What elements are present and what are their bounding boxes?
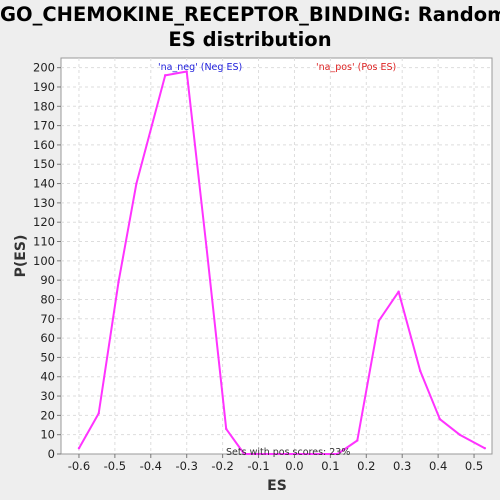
y-tick-label: 30 bbox=[40, 389, 55, 403]
data-point bbox=[242, 452, 246, 456]
data-point bbox=[377, 319, 381, 322]
data-point bbox=[97, 412, 100, 415]
data-point bbox=[205, 246, 208, 249]
chart-title: GO_CHEMOKINE_RECEPTOR_BINDING: Random ES… bbox=[0, 2, 500, 52]
x-tick-label: -0.4 bbox=[140, 459, 162, 473]
x-tick-label: -0.1 bbox=[247, 459, 269, 473]
data-point bbox=[356, 439, 359, 442]
annotation: Sets with pos scores: 23% bbox=[226, 447, 350, 458]
x-tick-label: -0.6 bbox=[68, 459, 90, 473]
data-point bbox=[225, 427, 228, 431]
x-tick-label: -0.5 bbox=[104, 459, 126, 473]
y-tick-label: 60 bbox=[40, 331, 55, 345]
series-line bbox=[78, 70, 486, 455]
y-tick-label: 160 bbox=[33, 138, 55, 152]
data-point bbox=[185, 70, 188, 73]
y-tick-label: 10 bbox=[40, 428, 55, 442]
data-point bbox=[257, 452, 260, 456]
data-point bbox=[397, 290, 400, 293]
y-tick-label: 200 bbox=[33, 61, 55, 75]
y-tick-label: 100 bbox=[33, 254, 55, 268]
x-ticks: -0.6 -0.5 -0.4 -0.3 -0.2 -0.1 0.0 0.1 0.2 0.3 0.4 0… bbox=[68, 454, 483, 473]
y-tick-label: 50 bbox=[40, 350, 55, 364]
y-tick-label: 110 bbox=[33, 235, 55, 249]
legend-entry-neg: 'na_neg' (Neg ES) bbox=[158, 62, 242, 73]
x-tick-label: 0.1 bbox=[321, 459, 339, 473]
x-tick-label: -0.2 bbox=[211, 459, 233, 473]
y-axis-label: P(ES) bbox=[13, 235, 29, 278]
y-tick-label: 120 bbox=[33, 215, 55, 229]
x-tick-label: -0.3 bbox=[175, 459, 197, 473]
legend-entry-pos: 'na_pos' (Pos ES) bbox=[316, 62, 396, 73]
y-tick-label: 130 bbox=[33, 196, 55, 210]
y-tick-label: 80 bbox=[40, 292, 55, 306]
x-tick-label: 0.0 bbox=[285, 459, 303, 473]
y-ticks: 0 10 20 30 40 50 60 70 80 90 100 110 120 130 140 150 160… bbox=[33, 61, 61, 461]
plot-area bbox=[60, 57, 493, 455]
y-tick-label: 140 bbox=[33, 177, 55, 191]
y-tick-label: 150 bbox=[33, 157, 55, 171]
y-tick-label: 70 bbox=[40, 312, 55, 326]
series bbox=[77, 70, 487, 456]
x-tick-label: 0.5 bbox=[465, 459, 483, 473]
y-tick-label: 0 bbox=[48, 447, 55, 461]
data-point bbox=[336, 452, 339, 456]
data-point bbox=[483, 447, 487, 450]
y-tick-label: 180 bbox=[33, 99, 55, 113]
grid bbox=[61, 58, 492, 454]
data-point bbox=[117, 280, 120, 284]
y-tick-label: 40 bbox=[40, 370, 55, 384]
x-tick-label: 0.3 bbox=[393, 459, 411, 473]
data-point bbox=[418, 369, 422, 373]
x-axis-label: ES bbox=[267, 478, 287, 494]
data-point bbox=[458, 433, 461, 436]
chart-title-line-2: ES distribution bbox=[168, 28, 332, 51]
y-tick-label: 190 bbox=[33, 80, 55, 94]
chart-title-line-1: GO_CHEMOKINE_RECEPTOR_BINDING: Random bbox=[0, 3, 500, 26]
x-tick-label: 0.4 bbox=[429, 459, 447, 473]
data-point bbox=[135, 182, 138, 185]
y-tick-label: 170 bbox=[33, 119, 55, 133]
data-point bbox=[163, 74, 167, 77]
x-tick-label: 0.2 bbox=[357, 459, 375, 473]
data-point bbox=[77, 447, 81, 450]
y-tick-label: 90 bbox=[40, 273, 55, 287]
data-point bbox=[438, 418, 442, 421]
y-tick-label: 20 bbox=[40, 408, 55, 422]
